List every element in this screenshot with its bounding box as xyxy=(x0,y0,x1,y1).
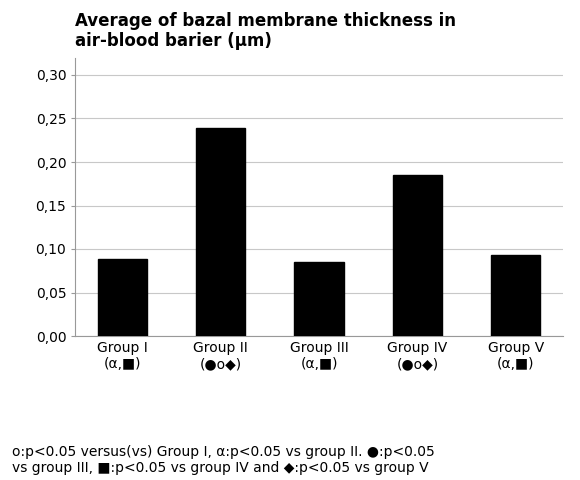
Text: Average of bazal membrane thickness in
air-blood barier (μm): Average of bazal membrane thickness in a… xyxy=(75,12,456,50)
Bar xyxy=(491,255,541,336)
Bar xyxy=(196,128,245,336)
Bar xyxy=(393,175,442,336)
Bar xyxy=(97,259,147,336)
Text: o:p<0.05 versus(vs) Group I, α:p<0.05 vs group II. ●:p<0.05
vs group III, ■:p<0.: o:p<0.05 versus(vs) Group I, α:p<0.05 vs… xyxy=(12,445,434,475)
Bar xyxy=(295,262,343,336)
